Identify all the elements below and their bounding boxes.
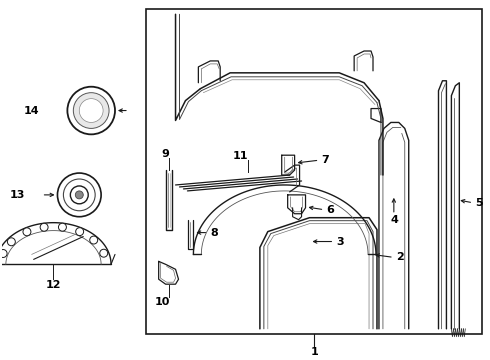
Text: 10: 10 <box>155 297 171 307</box>
Text: 3: 3 <box>336 237 344 247</box>
Circle shape <box>0 249 7 257</box>
Circle shape <box>63 179 95 211</box>
Text: 6: 6 <box>326 205 334 215</box>
Text: 8: 8 <box>210 228 218 238</box>
Text: 2: 2 <box>396 252 404 262</box>
Circle shape <box>90 236 98 244</box>
Text: 9: 9 <box>162 149 170 159</box>
Text: 14: 14 <box>24 105 39 116</box>
Circle shape <box>74 93 109 129</box>
Text: 1: 1 <box>311 347 319 357</box>
Circle shape <box>71 186 88 204</box>
Circle shape <box>57 173 101 217</box>
Circle shape <box>75 228 84 235</box>
Circle shape <box>68 87 115 134</box>
Circle shape <box>40 223 48 231</box>
Text: 7: 7 <box>321 155 329 165</box>
Text: 4: 4 <box>391 215 399 225</box>
Text: 11: 11 <box>232 151 248 161</box>
Circle shape <box>79 99 103 122</box>
Text: 12: 12 <box>46 280 61 290</box>
Text: 13: 13 <box>10 190 25 200</box>
Circle shape <box>58 223 67 231</box>
Text: 5: 5 <box>475 198 483 208</box>
Circle shape <box>23 228 31 236</box>
Circle shape <box>75 191 83 199</box>
Circle shape <box>100 249 108 257</box>
Bar <box>146 9 482 334</box>
Circle shape <box>7 238 15 246</box>
